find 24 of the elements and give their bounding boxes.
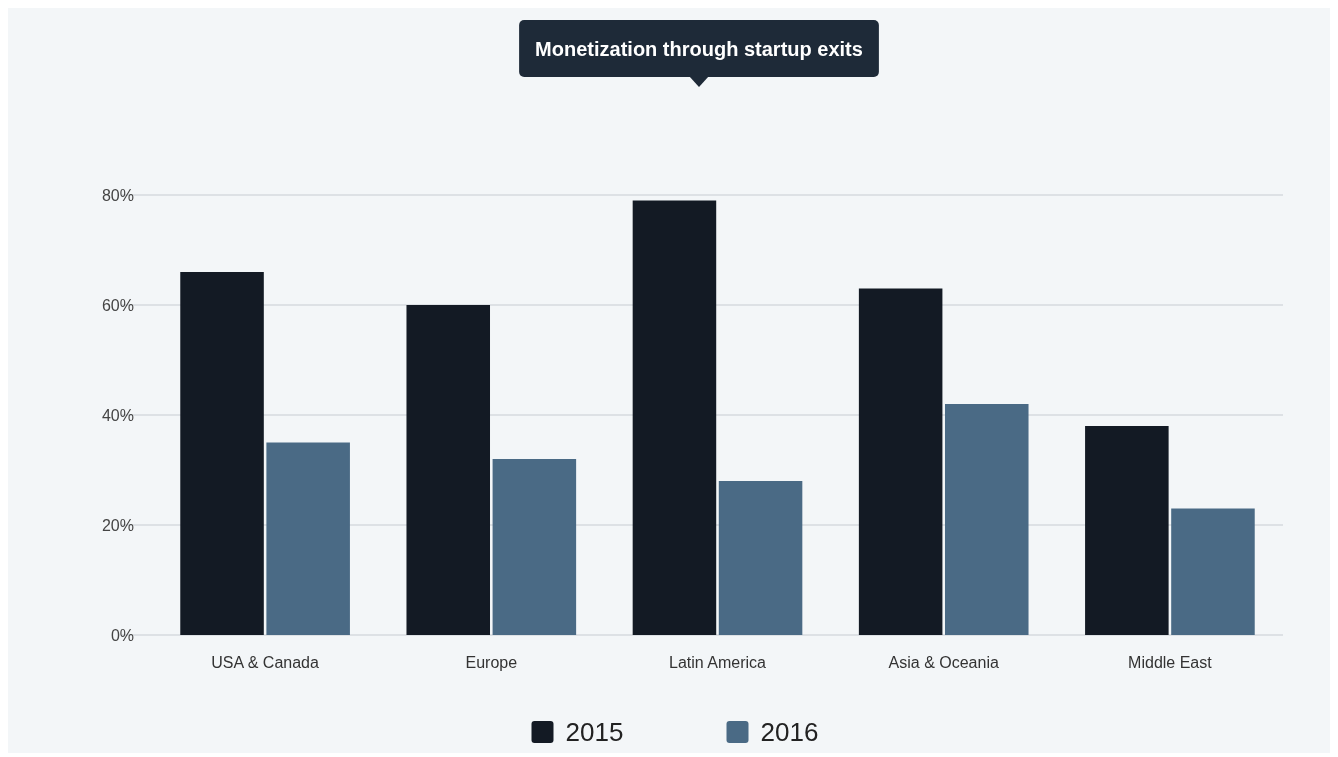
bar [858, 288, 943, 635]
y-tick-label: 20% [101, 516, 134, 534]
x-tick-label: Asia & Oceania [888, 654, 999, 672]
y-tick-label: 0% [110, 626, 134, 644]
bar [180, 272, 264, 635]
bar [406, 305, 491, 635]
bar [492, 459, 577, 635]
chart-title: Monetization through startup exits [535, 38, 863, 60]
bar [632, 200, 717, 635]
bar [1171, 508, 1255, 635]
x-tick-label: Middle East [1128, 654, 1213, 672]
y-tick-label: 80% [101, 186, 134, 204]
legend-label: 2016 [760, 717, 819, 747]
bar [266, 442, 350, 635]
title-callout: Monetization through startup exits [519, 20, 879, 87]
bar [944, 404, 1029, 635]
legend-label: 2015 [565, 717, 624, 747]
bar [718, 481, 803, 635]
y-tick-label: 40% [101, 406, 134, 424]
y-tick-label: 60% [101, 296, 134, 314]
x-tick-label: Europe [465, 654, 518, 672]
x-tick-label: Latin America [669, 654, 767, 672]
x-tick-label: USA & Canada [211, 654, 320, 672]
bar [1085, 426, 1169, 635]
